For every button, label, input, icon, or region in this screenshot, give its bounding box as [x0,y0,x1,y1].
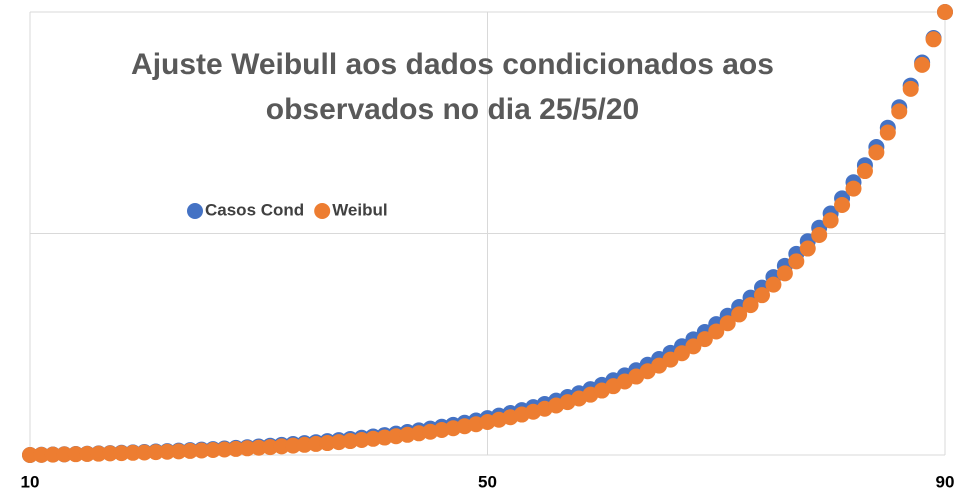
legend-marker [187,203,203,219]
data-point [742,297,759,314]
data-point [205,441,221,458]
data-point [296,436,313,453]
x-tick-label: 50 [478,472,497,491]
data-point [765,276,782,293]
data-point [227,440,244,457]
data-point [193,442,210,459]
data-point [102,445,119,462]
legend-marker [314,203,331,219]
data-point [845,180,862,197]
data-point [262,439,279,456]
data-point [136,444,153,461]
data-point [891,103,908,120]
data-point [799,240,816,257]
data-point [170,443,187,460]
data-point [79,445,96,462]
data-point [330,434,347,451]
data-point [147,444,164,461]
data-point [33,446,50,463]
data-point [67,446,84,463]
data-point [113,445,130,462]
data-point [22,447,38,463]
data-point [239,440,256,457]
data-point [285,437,302,454]
data-point [822,212,839,229]
data-point [273,438,290,455]
legend-label: Weibul [332,200,387,219]
data-point [834,197,851,214]
legend-label: Casos Cond [205,200,304,219]
data-point [856,163,873,180]
data-point [868,144,885,161]
data-point [307,435,324,452]
data-point [216,441,233,458]
data-point [319,435,336,452]
chart-title: Ajuste Weibull aos dados condicionados a… [131,48,774,126]
x-tick-label: 90 [936,472,955,491]
data-point [754,287,770,304]
data-point [159,443,176,460]
data-point [811,226,828,243]
data-point [182,442,199,459]
data-point [250,439,267,456]
data-point [719,315,736,332]
data-point [685,338,702,355]
data-point [56,446,73,463]
data-point [44,446,61,463]
data-point [696,331,713,348]
data-point [937,4,953,20]
data-point [925,31,942,48]
data-point [90,445,107,462]
data-point [776,265,793,282]
data-point [788,253,805,270]
data-point [902,80,919,97]
x-tick-label: 10 [21,472,40,491]
data-point [731,306,748,323]
data-point [708,323,725,340]
data-point [124,444,141,461]
data-point [914,56,931,73]
data-point [879,124,896,141]
